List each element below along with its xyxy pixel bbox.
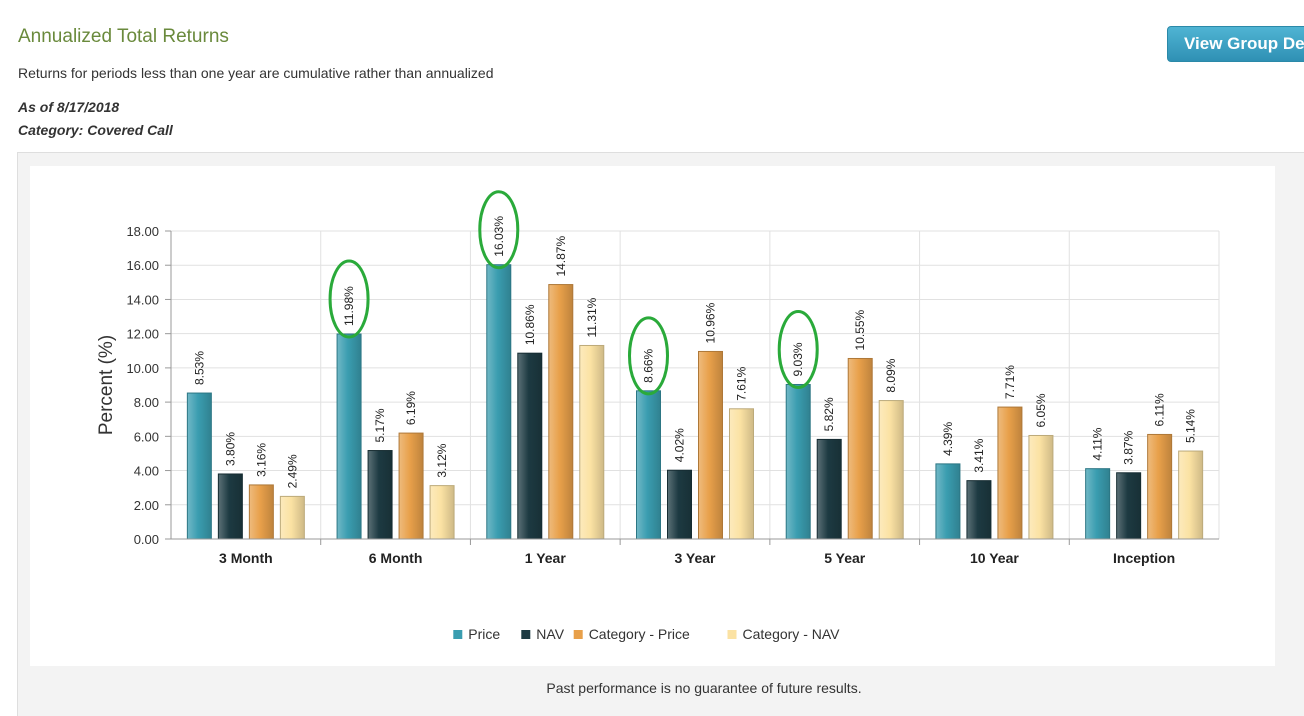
data-label: 5.17% [373, 408, 387, 442]
bar-price[interactable] [1085, 468, 1111, 540]
bar-category-price[interactable] [548, 284, 574, 540]
bar-category-nav[interactable] [579, 344, 605, 540]
y-tick-label: 10.00 [126, 361, 159, 376]
data-label: 3.16% [254, 443, 268, 477]
bar-category-price[interactable] [847, 357, 873, 540]
x-category-label: 5 Year [824, 550, 866, 566]
y-axis-title: Percent (%) [96, 335, 117, 435]
bar-category-nav[interactable] [429, 485, 455, 540]
highlight-circle [628, 316, 669, 396]
data-label: 9.03% [791, 342, 805, 376]
data-label: 3.41% [972, 438, 986, 472]
data-label: 4.39% [941, 422, 955, 456]
data-label: 10.96% [704, 302, 718, 343]
legend-item[interactable]: Category - NAV [727, 626, 841, 642]
data-label: 4.11% [1091, 427, 1105, 460]
legend-swatch [453, 630, 463, 639]
legend-item[interactable]: Price [453, 626, 500, 642]
bar-category-nav[interactable] [1178, 450, 1204, 540]
data-label: 7.61% [735, 366, 749, 400]
bar-nav[interactable] [1116, 472, 1142, 540]
y-tick-label: 0.00 [134, 532, 159, 547]
chart-card: 8.53% 11.98% 16.03% 8.66% 9.03% 4.39% 4.11% 3.8… [30, 166, 1275, 666]
data-label: 10.86% [523, 304, 537, 345]
bar-price[interactable] [186, 392, 212, 540]
data-label: 8.09% [884, 358, 898, 392]
bar-nav[interactable] [217, 473, 243, 540]
returns-bar-chart: 8.53% 11.98% 16.03% 8.66% 9.03% 4.39% 4.11% 3.8… [96, 190, 1220, 642]
y-tick-label: 2.00 [134, 498, 159, 513]
x-category-label: 6 Month [369, 550, 423, 566]
bar-category-nav[interactable] [279, 495, 305, 540]
bar-price[interactable] [636, 390, 661, 540]
y-tick-label: 6.00 [134, 429, 159, 444]
legend-item[interactable]: NAV [521, 626, 565, 642]
highlight-circle [328, 259, 370, 339]
legend-label: Price [468, 626, 500, 642]
data-label: 6.05% [1034, 393, 1048, 427]
bar-price[interactable] [486, 264, 512, 540]
data-label: 8.53% [192, 351, 206, 385]
legend-label: Category - NAV [743, 626, 841, 642]
bar-category-nav[interactable] [878, 400, 904, 540]
bar-category-price[interactable] [997, 406, 1023, 540]
data-label: 3.87% [1122, 430, 1136, 464]
data-label: 5.14% [1184, 409, 1198, 443]
y-tick-label: 18.00 [126, 224, 159, 239]
data-label: 11.98% [342, 286, 356, 326]
bar-category-nav[interactable] [1028, 434, 1054, 540]
x-category-label: 10 Year [970, 550, 1019, 566]
category-label: Category: Covered Call [18, 122, 173, 138]
highlight-circle [478, 190, 520, 270]
bar-category-price[interactable] [1147, 433, 1173, 540]
bar-nav[interactable] [667, 469, 692, 540]
x-category-label: Inception [1113, 550, 1175, 566]
page-title: Annualized Total Returns [18, 26, 229, 47]
legend-swatch [521, 630, 531, 639]
data-label: 3.12% [435, 443, 449, 477]
bar-price[interactable] [785, 383, 811, 540]
x-category-label: 1 Year [525, 550, 567, 566]
legend-label: Category - Price [589, 626, 690, 642]
bar-price[interactable] [336, 333, 362, 540]
bar-category-price[interactable] [398, 432, 424, 540]
bar-category-nav[interactable] [729, 408, 754, 540]
data-label: 11.31% [585, 297, 599, 337]
as-of-date: As of 8/17/2018 [18, 99, 120, 115]
bar-nav[interactable] [966, 480, 992, 540]
legend-label: NAV [536, 626, 564, 642]
bar-price[interactable] [935, 463, 961, 540]
y-tick-label: 16.00 [126, 258, 159, 273]
y-tick-label: 4.00 [134, 464, 159, 479]
bar-nav[interactable] [517, 352, 543, 540]
legend-item[interactable]: Category - Price [573, 626, 690, 642]
x-category-label: 3 Month [219, 550, 273, 566]
legend-swatch [727, 630, 737, 639]
x-category-label: 3 Year [674, 550, 716, 566]
data-label: 7.71% [1003, 365, 1017, 399]
data-label: 10.55% [853, 309, 867, 350]
bar-nav[interactable] [367, 450, 393, 540]
data-label: 8.66% [642, 348, 656, 382]
bar-nav[interactable] [816, 438, 842, 540]
view-group-details-button[interactable]: View Group De [1167, 26, 1304, 62]
performance-disclaimer: Past performance is no guarantee of futu… [546, 680, 862, 696]
bar-category-price[interactable] [248, 484, 274, 540]
y-tick-label: 8.00 [134, 395, 159, 410]
y-tick-label: 12.00 [126, 327, 159, 342]
data-label: 2.49% [285, 454, 299, 488]
data-label: 6.19% [404, 391, 418, 425]
returns-note: Returns for periods less than one year a… [18, 65, 494, 81]
y-tick-label: 14.00 [126, 292, 159, 307]
legend-swatch [573, 630, 583, 639]
data-label: 3.80% [223, 432, 237, 466]
data-label: 5.82% [822, 397, 836, 431]
data-label: 16.03% [492, 216, 506, 257]
data-label: 14.87% [554, 236, 568, 277]
data-label: 4.02% [673, 428, 687, 462]
data-label: 6.11% [1153, 393, 1167, 426]
highlight-circle [777, 309, 819, 389]
bar-category-price[interactable] [698, 350, 723, 540]
